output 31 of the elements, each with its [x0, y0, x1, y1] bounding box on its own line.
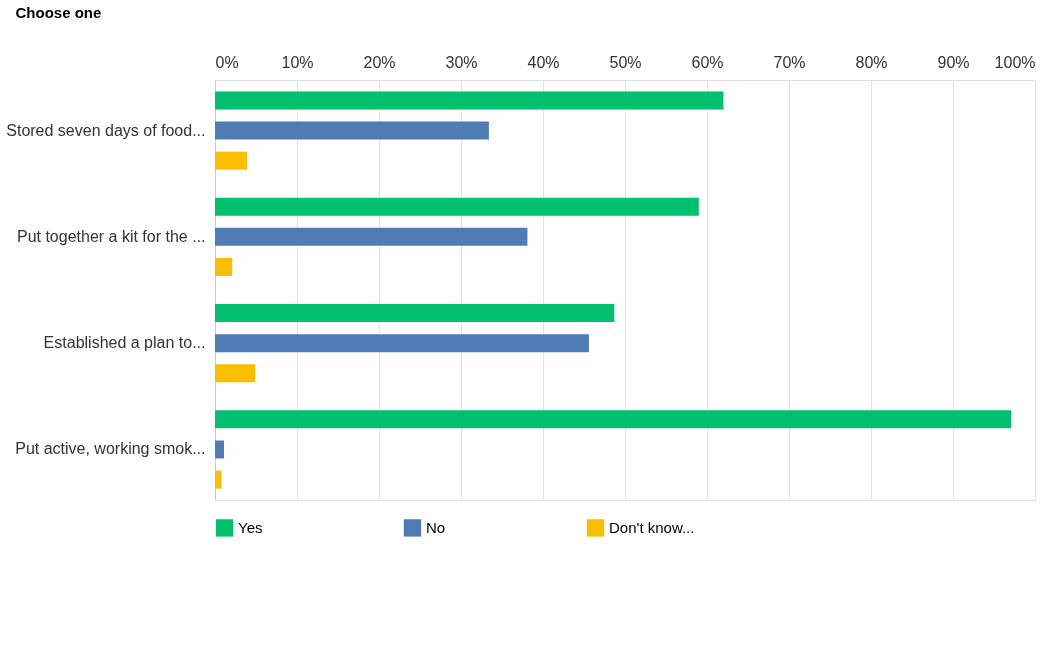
x-tick-label: 80% — [855, 53, 888, 71]
legend-label: Don't know... — [609, 518, 695, 536]
bar — [215, 440, 225, 459]
bar — [215, 304, 615, 323]
x-tick-label: 50% — [609, 53, 642, 71]
y-tick-label: Stored seven days of food... — [6, 121, 206, 139]
x-tick-label: 20% — [363, 53, 396, 71]
legend-label: Yes — [238, 518, 263, 536]
bar — [215, 364, 256, 383]
bar — [215, 257, 233, 276]
x-tick-label: 90% — [937, 53, 970, 71]
bar — [215, 227, 528, 246]
bar — [215, 151, 247, 170]
x-tick-label: 70% — [773, 53, 806, 71]
y-axis-title: Choose one — [15, 3, 102, 21]
y-tick-label: Put together a kit for the ... — [16, 227, 206, 245]
legend-label: No — [426, 518, 446, 536]
x-tick-label: 10% — [281, 53, 314, 71]
x-tick-label: 30% — [445, 53, 478, 71]
bar — [215, 197, 699, 216]
x-tick-label: 60% — [691, 53, 724, 71]
bar — [215, 410, 1012, 429]
y-tick-label: Established a plan to... — [43, 334, 206, 352]
bar — [215, 470, 222, 489]
bar — [215, 334, 589, 353]
bar — [215, 121, 489, 140]
bar — [215, 91, 724, 110]
y-tick-label: Put active, working smok... — [15, 440, 206, 458]
x-tick-label: 0% — [215, 53, 239, 71]
x-tick-label: 40% — [527, 53, 560, 71]
x-tick-label: 100% — [994, 53, 1036, 71]
